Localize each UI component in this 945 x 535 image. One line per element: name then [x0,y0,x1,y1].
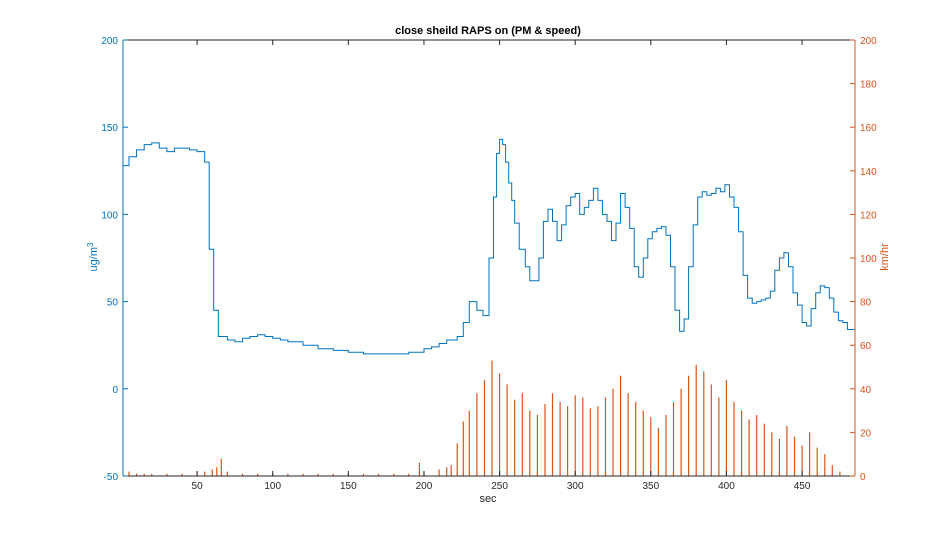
x-tick-label: 100 [264,481,281,492]
x-tick-label: 400 [718,481,735,492]
y-right-tick-label: 200 [860,36,877,47]
y-right-tick-label: 0 [860,472,866,483]
y-left-tick-label: 50 [107,298,119,309]
y-right-tick-label: 100 [860,254,877,265]
y-right-tick-label: 160 [860,123,877,134]
x-axis-label: sec [479,493,497,505]
series-layer [123,138,856,476]
x-tick-label: 200 [416,481,433,492]
y-left-tick-label: 200 [101,36,118,47]
y-right-tick-label: 60 [860,341,872,352]
x-tick-label: 50 [192,481,204,492]
y-right-tick-label: 40 [860,385,872,396]
series-line-pm [123,138,856,355]
y-left-tick-label: 100 [101,210,118,221]
y-right-tick-label: 140 [860,167,877,178]
y-left-tick-label: 0 [112,385,118,396]
x-tick-label: 450 [794,481,811,492]
y-left-tick-label: -50 [104,472,119,483]
y-right-tick-label: 20 [860,428,872,439]
y-axis-left-label-text: ug/m [88,247,100,271]
x-tick-label: 150 [340,481,357,492]
y-right-tick-label: 80 [860,298,872,309]
y-left-tick-label: 150 [101,123,118,134]
x-tick-label: 250 [491,481,508,492]
x-tick-label: 300 [567,481,584,492]
y-right-tick-label: 180 [860,80,877,91]
chart-title: close sheild RAPS on (PM & speed) [395,25,581,37]
y-axis-right-label: km/hr [879,243,891,271]
y-axis-left-label: ug/m3 [86,242,100,271]
y-right-tick-label: 120 [860,210,877,221]
y-axis-left-label-sup: 3 [86,242,95,247]
x-tick-label: 350 [642,481,659,492]
axes-layer: 50 100 150 200 250 300 350 400 450-5005010015020… [101,36,877,492]
